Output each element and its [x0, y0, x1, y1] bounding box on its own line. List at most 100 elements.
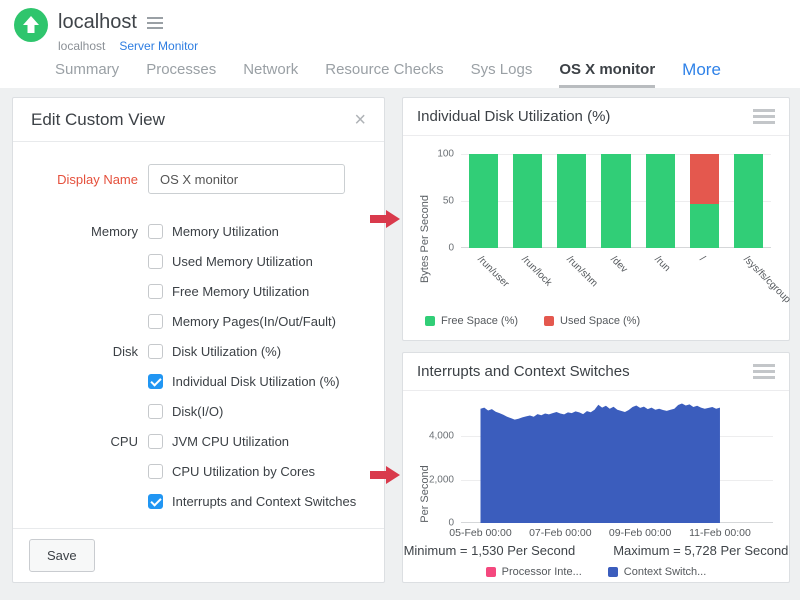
- checkbox-memory-pages-in-out-fault[interactable]: [148, 314, 163, 329]
- legend-item-used-space[interactable]: Used Space (%): [544, 315, 640, 327]
- disk-chart-legend: Free Space (%) Used Space (%): [425, 315, 640, 327]
- y-tick-label: 0: [448, 243, 454, 254]
- page-title: localhost: [58, 11, 137, 34]
- edit-panel-header: Edit Custom View ×: [13, 98, 384, 142]
- x-tick-label-: /: [697, 254, 707, 264]
- tab-resource-checks[interactable]: Resource Checks: [325, 61, 443, 88]
- checkbox-free-memory-utilization[interactable]: [148, 284, 163, 299]
- legend-swatch: [425, 316, 435, 326]
- legend-item-context-switch[interactable]: Context Switch...: [608, 566, 707, 578]
- tab-summary[interactable]: Summary: [55, 61, 119, 88]
- x-tick-label-sys-fs-cgroup: /sys/fs/cgroup: [741, 254, 792, 305]
- y-tick-label: 50: [443, 196, 454, 207]
- legend-label: Context Switch...: [624, 566, 707, 578]
- legend-label: Free Space (%): [441, 315, 518, 327]
- legend-label: Used Space (%): [560, 315, 640, 327]
- legend-label: Processor Inte...: [502, 566, 582, 578]
- x-tick-label-run-lock: /run/lock: [520, 254, 555, 289]
- metric-row: Individual Disk Utilization (%): [13, 366, 384, 396]
- bar-: [690, 154, 719, 248]
- bar-slot: [594, 154, 638, 248]
- legend-swatch: [544, 316, 554, 326]
- disk-chart-header: Individual Disk Utilization (%): [403, 98, 789, 136]
- bar-series: [461, 154, 771, 248]
- metric-row: Disk(I/O): [13, 396, 384, 426]
- y-tick-label: 100: [437, 149, 454, 160]
- checkbox-label-used-memory-utilization: Used Memory Utilization: [172, 254, 313, 269]
- tab-more[interactable]: More: [682, 60, 721, 88]
- save-button[interactable]: Save: [29, 539, 95, 572]
- disk-chart-menu-icon[interactable]: [753, 109, 775, 124]
- metric-row: Interrupts and Context Switches: [13, 486, 384, 516]
- interrupts-chart-legend: Processor Inte... Context Switch...: [403, 566, 789, 578]
- checkbox-used-memory-utilization[interactable]: [148, 254, 163, 269]
- bar-segment-free-space: [557, 154, 586, 248]
- bar-slot: [550, 154, 594, 248]
- metric-row: Memory Pages(In/Out/Fault): [13, 306, 384, 336]
- bar-segment-free-space: [469, 154, 498, 248]
- legend-item-free-space[interactable]: Free Space (%): [425, 315, 518, 327]
- checkbox-jvm-cpu-utilization[interactable]: [148, 434, 163, 449]
- x-tick-label-05-feb-00-00: 05-Feb 00:00: [449, 527, 511, 539]
- checkbox-disk-utilization[interactable]: [148, 344, 163, 359]
- metric-checkbox-groups: MemoryMemory Utilization Used Memory Util…: [13, 216, 384, 516]
- interrupts-chart-header: Interrupts and Context Switches: [403, 353, 789, 391]
- tab-os-x-monitor[interactable]: OS X monitor: [559, 61, 655, 88]
- bar-segment-free-space: [690, 204, 719, 248]
- checkbox-label-free-memory-utilization: Free Memory Utilization: [172, 284, 309, 299]
- maximum-value-text: Maximum = 5,728 Per Second: [613, 543, 788, 558]
- bar-segment-used-space: [690, 154, 719, 204]
- checkbox-individual-disk-utilization[interactable]: [148, 374, 163, 389]
- y-tick-label: 2,000: [429, 474, 454, 485]
- bar-sys-fs-cgroup: [734, 154, 763, 248]
- bar-run-user: [469, 154, 498, 248]
- interrupts-summary-row: Minimum = 1,530 Per Second Maximum = 5,7…: [403, 543, 789, 558]
- tab-network[interactable]: Network: [243, 61, 298, 88]
- bar-run-shm: [557, 154, 586, 248]
- close-icon[interactable]: ×: [354, 110, 366, 130]
- metric-row: CPUJVM CPU Utilization: [13, 426, 384, 456]
- group-label-cpu: CPU: [13, 434, 138, 449]
- edit-custom-view-panel: Edit Custom View × Display Name MemoryMe…: [12, 97, 385, 583]
- display-name-input[interactable]: [148, 164, 345, 194]
- x-tick-label-dev: /dev: [608, 254, 629, 275]
- display-name-label: Display Name: [13, 172, 138, 187]
- x-tick-label-11-feb-00-00: 11-Feb 00:00: [689, 527, 751, 539]
- checkbox-interrupts-and-context-switches[interactable]: [148, 494, 163, 509]
- interrupts-chart-menu-icon[interactable]: [753, 364, 775, 379]
- legend-swatch: [608, 567, 618, 577]
- hamburger-menu-icon[interactable]: [147, 17, 163, 29]
- checkbox-label-memory-pages-in-out-fault: Memory Pages(In/Out/Fault): [172, 314, 336, 329]
- tab-sys-logs[interactable]: Sys Logs: [471, 61, 533, 88]
- bar-slot: [461, 154, 505, 248]
- legend-swatch: [486, 567, 496, 577]
- tab-bar: Summary Processes Network Resource Checks Sy…: [55, 60, 721, 88]
- group-label-disk: Disk: [13, 344, 138, 359]
- breadcrumb-monitor-type-link[interactable]: Server Monitor: [119, 39, 198, 53]
- checkbox-label-disk-i-o: Disk(I/O): [172, 404, 223, 419]
- bar-slot: [638, 154, 682, 248]
- server-monitor-page: localhost localhost Server Monitor Summa…: [0, 0, 800, 600]
- checkbox-cpu-utilization-by-cores[interactable]: [148, 464, 163, 479]
- interrupts-chart-x-axis-labels: 05-Feb 00:0007-Feb 00:0009-Feb 00:0011-F…: [461, 527, 773, 541]
- checkbox-memory-utilization[interactable]: [148, 224, 163, 239]
- metric-row: Used Memory Utilization: [13, 246, 384, 276]
- breadcrumb: localhost Server Monitor: [58, 39, 198, 53]
- edit-panel-footer: Save: [13, 528, 384, 582]
- tab-processes[interactable]: Processes: [146, 61, 216, 88]
- bar-dev: [601, 154, 630, 248]
- disk-utilization-chart-panel: Individual Disk Utilization (%) Bytes Pe…: [402, 97, 790, 341]
- metric-row: DiskDisk Utilization (%): [13, 336, 384, 366]
- bar-slot: [727, 154, 771, 248]
- x-tick-label-09-feb-00-00: 09-Feb 00:00: [609, 527, 671, 539]
- x-tick-label-run-shm: /run/shm: [564, 254, 599, 289]
- disk-chart-title: Individual Disk Utilization (%): [417, 108, 610, 125]
- x-tick-label-07-feb-00-00: 07-Feb 00:00: [529, 527, 591, 539]
- legend-item-processor-inte[interactable]: Processor Inte...: [486, 566, 582, 578]
- context-switches-area-series: [461, 397, 773, 523]
- bar-segment-free-space: [646, 154, 675, 248]
- metric-row: MemoryMemory Utilization: [13, 216, 384, 246]
- y-tick-label: 4,000: [429, 431, 454, 442]
- minimum-value-text: Minimum = 1,530 Per Second: [404, 543, 576, 558]
- checkbox-disk-i-o[interactable]: [148, 404, 163, 419]
